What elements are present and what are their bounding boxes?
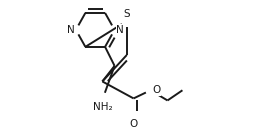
Text: O: O xyxy=(130,119,138,129)
Text: N: N xyxy=(67,25,74,35)
Text: N: N xyxy=(116,25,124,35)
Text: O: O xyxy=(153,85,161,95)
Text: NH₂: NH₂ xyxy=(92,102,112,112)
Text: S: S xyxy=(124,9,130,19)
